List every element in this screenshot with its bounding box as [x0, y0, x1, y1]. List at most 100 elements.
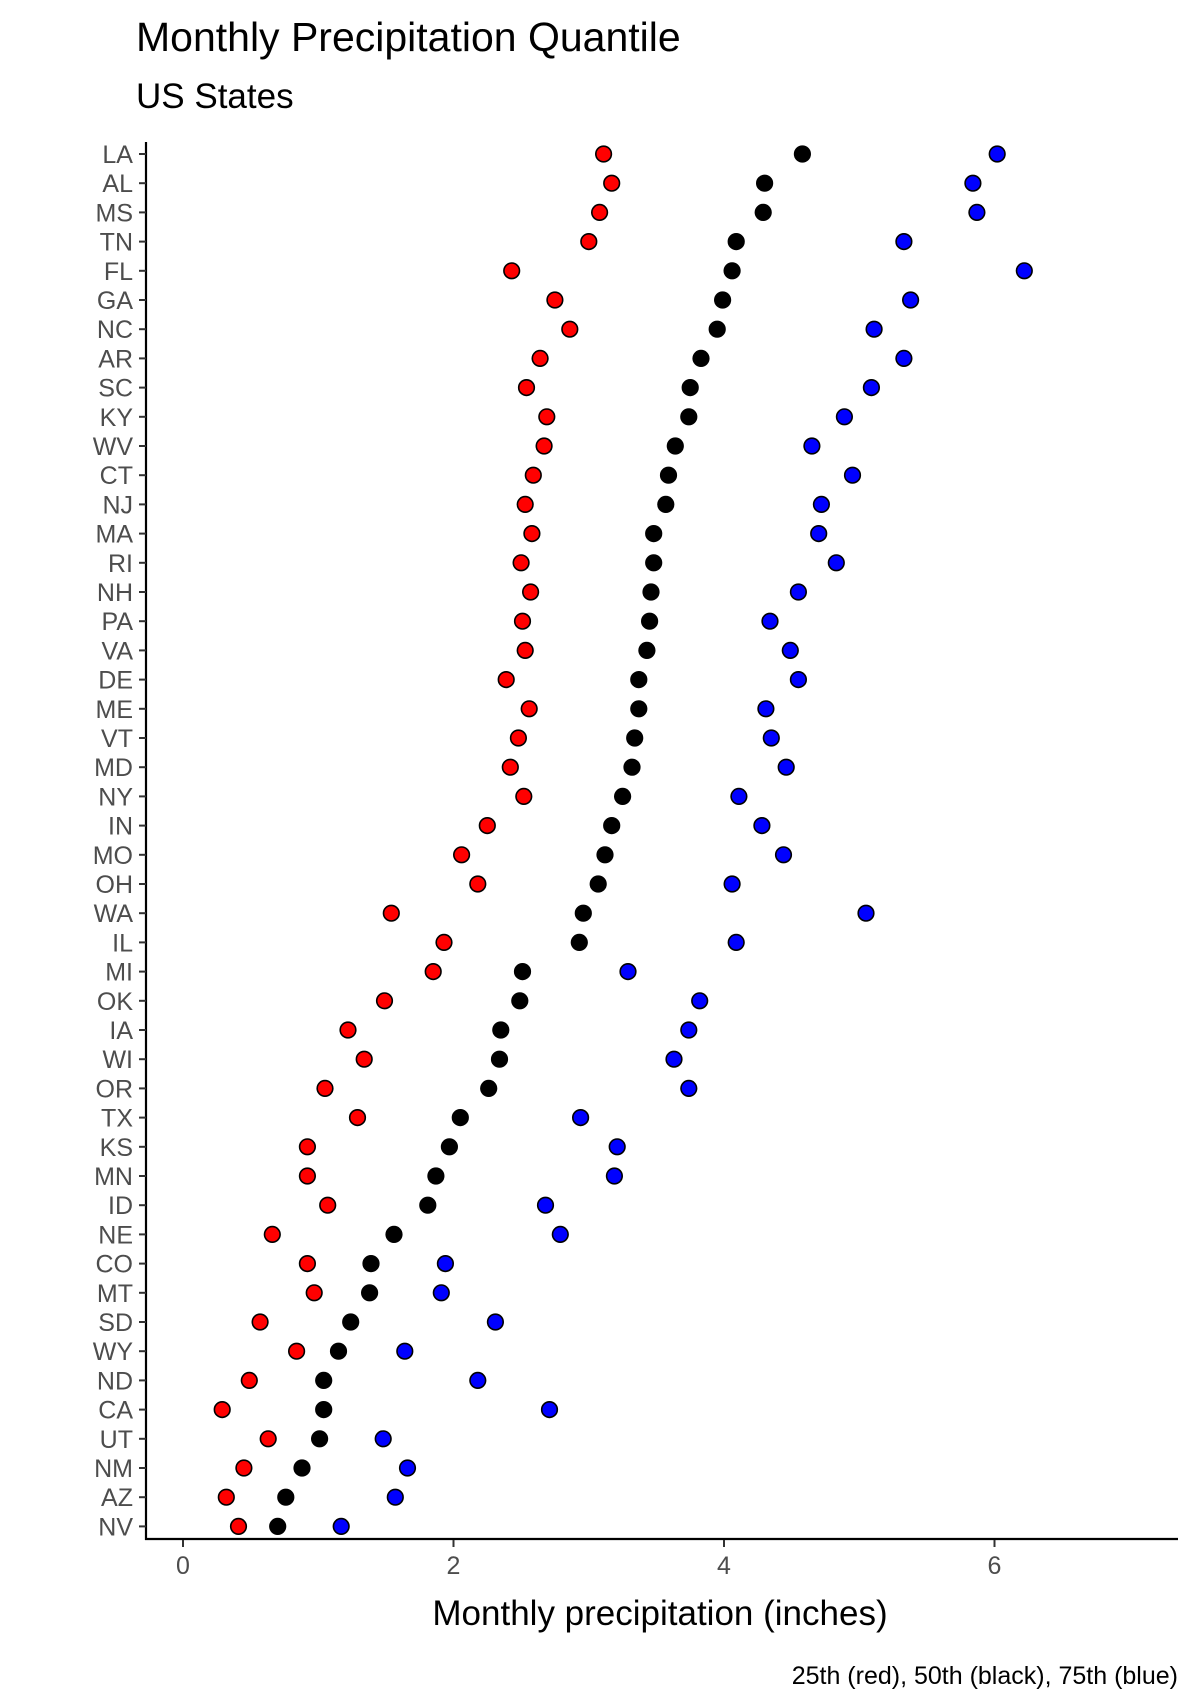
point-75th-PA: [761, 612, 779, 630]
y-tick-label: SD: [98, 1309, 133, 1337]
point-50th-VT: [626, 729, 644, 747]
point-25th-CA: [213, 1400, 231, 1419]
point-75th-OR: [680, 1079, 698, 1097]
point-50th-WI: [490, 1050, 509, 1068]
point-75th-ME: [757, 700, 775, 718]
point-50th-DE: [630, 670, 648, 689]
point-25th-MI: [424, 962, 442, 981]
y-tick-label: VT: [101, 725, 133, 753]
point-25th-DE: [497, 670, 515, 689]
point-75th-MD: [777, 758, 795, 776]
point-75th-OK: [691, 992, 709, 1010]
point-75th-NE: [551, 1225, 569, 1243]
point-50th-MT: [361, 1284, 379, 1302]
point-50th-VA: [638, 641, 656, 660]
y-tick-label: VA: [102, 637, 134, 665]
x-axis-title: Monthly precipitation (inches): [432, 1594, 887, 1633]
y-tick-label: WI: [102, 1046, 133, 1074]
y-tick-label: NY: [98, 783, 133, 811]
point-25th-MS: [590, 203, 609, 221]
point-50th-MN: [427, 1167, 445, 1185]
point-50th-IL: [570, 933, 588, 952]
point-75th-GA: [901, 291, 920, 309]
point-75th-CA: [540, 1400, 559, 1419]
y-tick-label: PA: [102, 608, 134, 636]
point-25th-CT: [524, 466, 542, 484]
point-75th-MT: [432, 1284, 450, 1302]
point-25th-KY: [538, 408, 556, 426]
y-tick-label: MO: [93, 842, 133, 870]
point-25th-WV: [535, 437, 553, 455]
point-25th-NE: [263, 1225, 281, 1243]
point-25th-NJ: [516, 495, 534, 514]
point-25th-VA: [516, 641, 534, 660]
point-75th-UT: [374, 1430, 392, 1448]
point-25th-SD: [251, 1313, 269, 1331]
axes-layer: [144, 142, 1178, 1541]
y-tick-label: NV: [98, 1513, 133, 1541]
y-tick-label: NC: [97, 316, 133, 344]
point-25th-TX: [348, 1108, 367, 1127]
point-75th-RI: [827, 554, 845, 572]
x-tick-label: 2: [447, 1552, 461, 1580]
point-25th-KS: [298, 1138, 317, 1156]
y-tick-label: OR: [96, 1075, 134, 1103]
point-50th-WY: [329, 1342, 348, 1360]
point-75th-FL: [1015, 262, 1033, 280]
point-75th-NY: [730, 787, 748, 806]
point-25th-AL: [603, 174, 621, 192]
point-75th-MN: [605, 1167, 624, 1185]
point-50th-NH: [642, 583, 660, 601]
x-tick-label: 6: [988, 1552, 1002, 1580]
y-tick-label: IN: [108, 813, 133, 841]
point-25th-MO: [453, 846, 471, 864]
point-25th-SC: [517, 379, 536, 397]
point-25th-OR: [316, 1079, 334, 1097]
point-75th-WV: [803, 437, 821, 455]
point-25th-NM: [235, 1459, 253, 1477]
point-75th-LA: [988, 145, 1006, 163]
y-tick-label: TN: [100, 229, 133, 257]
point-75th-NH: [789, 583, 808, 601]
point-75th-AZ: [386, 1488, 404, 1506]
point-25th-WI: [355, 1050, 373, 1068]
point-25th-IL: [435, 933, 453, 952]
point-75th-ID: [536, 1196, 555, 1214]
point-50th-OR: [480, 1079, 498, 1097]
point-25th-OH: [469, 875, 487, 893]
point-75th-DE: [789, 670, 808, 689]
chart-subtitle: US States: [136, 77, 294, 116]
y-tick-label: NJ: [102, 491, 133, 519]
y-tick-label: WA: [94, 900, 134, 928]
point-25th-MT: [305, 1284, 323, 1302]
point-75th-IA: [680, 1021, 698, 1039]
point-50th-ND: [315, 1371, 333, 1389]
point-75th-SD: [486, 1313, 505, 1331]
point-75th-MA: [810, 524, 828, 543]
y-tick-label: NH: [97, 579, 133, 607]
y-tick-label: AL: [102, 170, 133, 198]
y-tick-label: NM: [94, 1455, 133, 1483]
y-tick-label: LA: [102, 141, 133, 169]
y-tick-label: MD: [94, 754, 133, 782]
point-75th-NJ: [812, 495, 831, 514]
point-25th-WA: [382, 904, 400, 922]
y-tick-label: OH: [96, 871, 134, 899]
point-50th-IN: [603, 816, 621, 835]
y-tick-label: IL: [112, 929, 133, 957]
x-tick-label: 4: [717, 1552, 731, 1580]
x-tick-label: 0: [176, 1552, 190, 1580]
point-50th-CA: [315, 1400, 333, 1419]
y-tick-label: MA: [96, 521, 134, 549]
point-25th-RI: [512, 554, 530, 572]
point-75th-NC: [865, 320, 883, 338]
point-25th-PA: [513, 612, 532, 630]
point-25th-AZ: [217, 1488, 235, 1506]
point-50th-NM: [293, 1459, 311, 1477]
y-tick-label: NE: [98, 1221, 133, 1249]
point-25th-CO: [298, 1254, 317, 1273]
point-50th-OH: [589, 875, 607, 893]
point-50th-NY: [613, 787, 632, 806]
point-75th-TN: [895, 233, 913, 251]
